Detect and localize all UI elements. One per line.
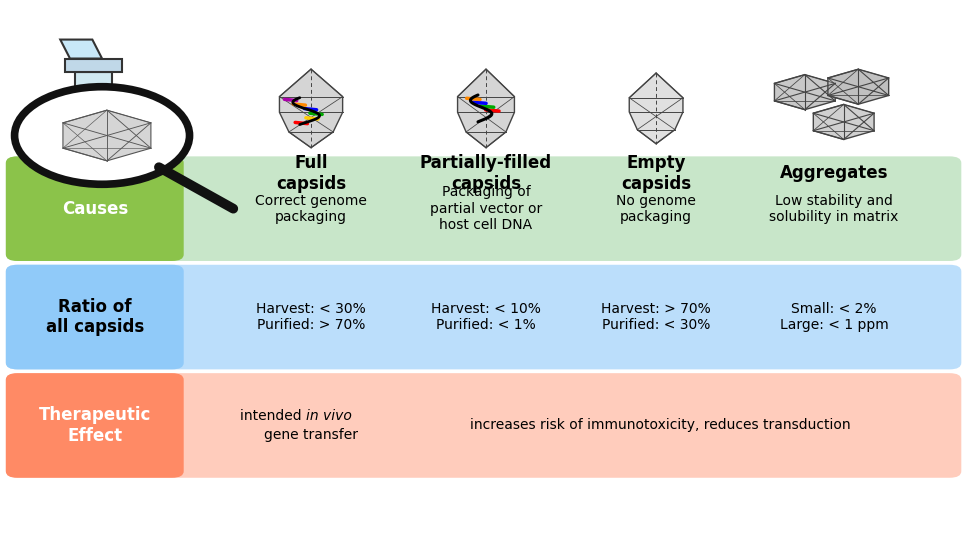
Text: intended: intended xyxy=(240,409,306,423)
Text: Therapeutic
Effect: Therapeutic Effect xyxy=(39,406,151,445)
Text: Ratio of
all capsids: Ratio of all capsids xyxy=(46,298,144,337)
Text: in vivo: in vivo xyxy=(306,409,352,423)
Text: Empty
capsids: Empty capsids xyxy=(621,154,691,193)
Text: Full
capsids: Full capsids xyxy=(276,154,346,193)
Text: Harvest: < 10%
Purified: < 1%: Harvest: < 10% Purified: < 1% xyxy=(431,302,541,332)
Polygon shape xyxy=(75,111,112,144)
Text: Small: < 2%
Large: < 1 ppm: Small: < 2% Large: < 1 ppm xyxy=(780,302,888,332)
FancyBboxPatch shape xyxy=(6,373,961,478)
Text: Partially-filled
capsids: Partially-filled capsids xyxy=(420,154,552,193)
FancyBboxPatch shape xyxy=(6,373,184,478)
Polygon shape xyxy=(814,105,874,139)
Polygon shape xyxy=(65,59,122,72)
Polygon shape xyxy=(828,69,888,104)
Polygon shape xyxy=(629,73,683,144)
Text: Causes: Causes xyxy=(61,199,128,218)
FancyBboxPatch shape xyxy=(6,264,184,370)
Polygon shape xyxy=(280,69,343,147)
Text: Aggregates: Aggregates xyxy=(780,164,888,183)
Circle shape xyxy=(15,87,190,184)
Polygon shape xyxy=(458,69,514,147)
Polygon shape xyxy=(63,110,151,161)
Polygon shape xyxy=(775,75,835,109)
Text: Packaging of
partial vector or
host cell DNA: Packaging of partial vector or host cell… xyxy=(430,185,542,232)
Text: Harvest: > 70%
Purified: < 30%: Harvest: > 70% Purified: < 30% xyxy=(602,302,711,332)
FancyBboxPatch shape xyxy=(6,156,961,261)
FancyBboxPatch shape xyxy=(6,156,184,261)
Polygon shape xyxy=(75,72,112,111)
Text: No genome
packaging: No genome packaging xyxy=(616,193,696,224)
Text: increases risk of immunotoxicity, reduces transduction: increases risk of immunotoxicity, reduce… xyxy=(469,418,850,433)
Text: Correct genome
packaging: Correct genome packaging xyxy=(255,193,367,224)
Text: Harvest: < 30%
Purified: > 70%: Harvest: < 30% Purified: > 70% xyxy=(257,302,365,332)
Text: gene transfer: gene transfer xyxy=(264,428,358,442)
Text: Low stability and
solubility in matrix: Low stability and solubility in matrix xyxy=(769,193,899,224)
FancyBboxPatch shape xyxy=(6,264,961,370)
Polygon shape xyxy=(60,40,102,59)
